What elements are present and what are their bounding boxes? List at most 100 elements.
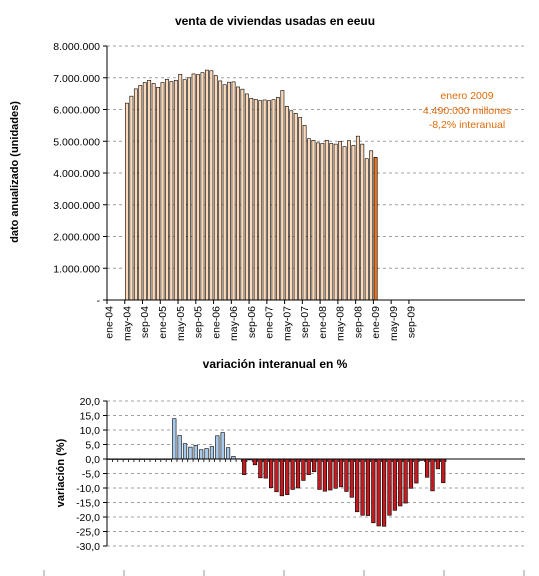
x-tick-label: ene-09 [370, 306, 382, 339]
bar [329, 143, 334, 301]
bar [244, 93, 249, 301]
bar [271, 99, 276, 301]
bar [279, 458, 284, 497]
bar [213, 75, 218, 301]
x-tick-label: ene-05 [157, 306, 169, 339]
bar [178, 73, 183, 301]
bar [347, 140, 351, 301]
bar [227, 81, 232, 301]
bar [220, 432, 225, 460]
y-gridlines [103, 400, 525, 547]
bar [177, 435, 182, 460]
bar [138, 85, 143, 301]
bar [172, 418, 177, 460]
bar [307, 138, 311, 301]
bar [129, 95, 134, 301]
bar-highlight [373, 157, 378, 301]
bar [344, 458, 349, 492]
bar [182, 79, 187, 301]
bar [231, 81, 236, 301]
bar [249, 98, 254, 301]
bar [276, 97, 280, 301]
bars [125, 69, 378, 301]
y-tick-label: 6.000.000 [53, 105, 100, 117]
x-tick-label: may-04 [121, 306, 133, 341]
bar [365, 458, 371, 516]
bar [364, 158, 369, 301]
bar [193, 445, 198, 460]
annotation-change: -8,2% interanual [429, 119, 505, 131]
x-tick-label: may-05 [175, 306, 187, 341]
bar [355, 135, 360, 301]
bar [268, 458, 274, 489]
bar [142, 82, 147, 301]
y-tick-label: 8.000.000 [53, 41, 100, 53]
annotation-value: 4.490.000 millones [423, 105, 511, 117]
bar [430, 458, 435, 492]
bar [403, 458, 408, 504]
bar [280, 90, 285, 301]
y-tick-label: 5,0 [85, 440, 100, 452]
bar [441, 458, 446, 484]
y-tick-label: 7.000.000 [53, 73, 100, 85]
bar [262, 99, 267, 301]
x-tick-label: ene-08 [317, 306, 329, 339]
bar [133, 88, 138, 301]
x-tick-label: sep-08 [352, 306, 364, 338]
y-axis-label: dato anualizado (unidades) [9, 101, 21, 243]
y-axis-label: variación (%) [55, 438, 67, 507]
bar [342, 146, 347, 301]
bar [187, 77, 192, 301]
bar [349, 458, 354, 498]
bar [324, 139, 329, 301]
bars [107, 418, 446, 527]
bar [311, 139, 316, 301]
bar [160, 82, 165, 301]
bar [222, 84, 227, 301]
bar [284, 106, 289, 301]
bar [360, 143, 365, 301]
bar [320, 143, 325, 301]
bar [125, 102, 129, 301]
bar [338, 458, 344, 488]
bar [306, 458, 311, 475]
bar [369, 150, 374, 301]
bar [398, 458, 403, 507]
x-tick-label: may-08 [335, 306, 347, 341]
bar [252, 458, 258, 466]
bar [298, 117, 303, 301]
x-tick-label: ene-07 [264, 306, 276, 339]
bar [360, 458, 365, 516]
bar [204, 448, 209, 460]
y-tick-label: 20,0 [80, 396, 101, 408]
x-tick-label: sep-04 [139, 306, 151, 338]
y-tick-labels: -30,0 -25,0 -20,0 -15,0 -10,0 -5,0 0,0 5,0 10,0 1… [76, 396, 100, 553]
bar [151, 83, 156, 301]
bottom-tick-marks [43, 570, 525, 576]
bar [290, 458, 295, 490]
bar [199, 449, 204, 460]
y-tick-label: 1.000.000 [53, 263, 100, 275]
bar [289, 110, 294, 301]
y-tick-labels: - 1.000.000 2.000.000 3.000.000 4.000.000 5.0… [53, 41, 100, 307]
bar [408, 458, 414, 489]
bar [236, 86, 240, 301]
bar [333, 143, 338, 301]
bar [240, 88, 245, 301]
bar [258, 100, 263, 301]
x-tick-label: may-06 [228, 306, 240, 341]
bar [338, 141, 343, 301]
bar [285, 458, 290, 495]
y-gridlines [103, 45, 525, 301]
y-tick-label: -10,0 [76, 483, 100, 495]
chart-title: venta de viviendas usadas en eeuu [175, 14, 375, 28]
bar [435, 458, 440, 470]
bar [242, 458, 247, 475]
bar [414, 458, 419, 484]
bar [182, 443, 188, 460]
bar [317, 458, 322, 490]
bar [209, 70, 214, 301]
bar [215, 435, 220, 460]
bar [371, 458, 376, 524]
bar [392, 458, 397, 511]
